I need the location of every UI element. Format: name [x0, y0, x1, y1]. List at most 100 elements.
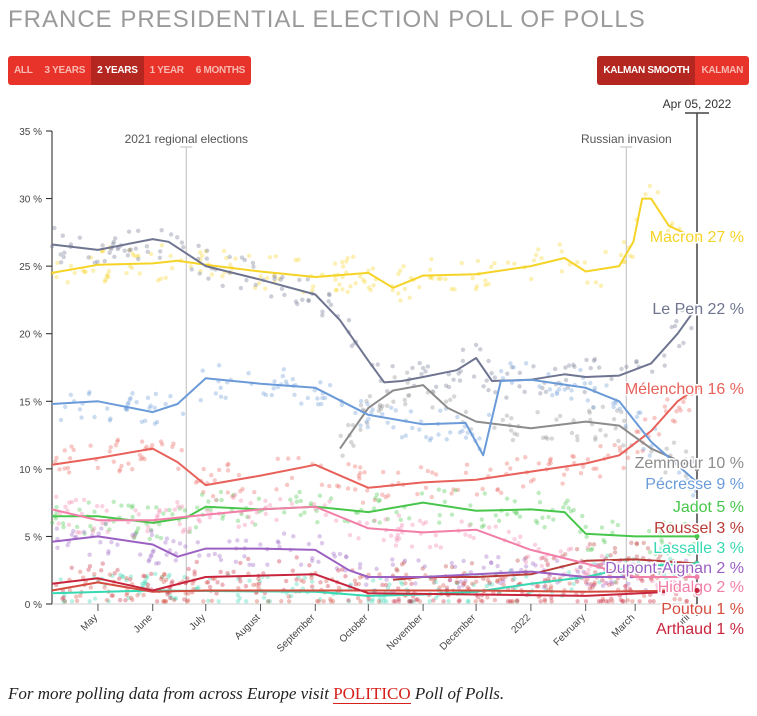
poll-dot	[237, 596, 242, 601]
poll-dot	[146, 559, 151, 564]
poll-dot	[433, 532, 438, 538]
poll-dot	[390, 363, 395, 369]
range-button-2-years[interactable]: 2 YEARS	[91, 56, 144, 85]
poll-dot	[381, 599, 387, 604]
poll-dot	[309, 584, 315, 589]
poll-dot	[437, 513, 442, 518]
poll-dot	[532, 542, 538, 548]
series-line-hidalgo	[51, 505, 697, 578]
range-button-all[interactable]: ALL	[14, 65, 33, 76]
poll-dot	[571, 454, 577, 459]
poll-dot	[536, 584, 541, 589]
poll-dot	[662, 404, 668, 409]
poll-dot	[145, 249, 150, 254]
kalman-smooth-button[interactable]: KALMAN SMOOTH	[597, 56, 696, 85]
poll-dot	[181, 245, 186, 250]
poll-dot	[463, 470, 469, 476]
poll-dot	[143, 581, 148, 586]
poll-dot	[158, 535, 164, 541]
poll-dot	[290, 568, 296, 573]
poll-dot	[216, 467, 222, 473]
poll-dot	[401, 264, 406, 269]
poll-dot	[233, 256, 238, 261]
poll-dot	[484, 378, 489, 383]
poll-dot	[395, 568, 400, 573]
poll-dot	[74, 598, 80, 604]
poll-dot	[622, 259, 628, 264]
poll-dot	[559, 249, 564, 254]
politico-link[interactable]: POLITICO	[333, 684, 411, 704]
poll-dot	[243, 583, 249, 589]
poll-dot	[296, 455, 301, 461]
poll-dot	[418, 419, 424, 424]
poll-dot	[636, 560, 641, 566]
poll-dot	[449, 560, 454, 566]
poll-dot	[242, 554, 247, 559]
poll-dot	[90, 527, 95, 532]
poll-dot	[498, 580, 503, 586]
poll-dot	[668, 556, 673, 562]
poll-dot	[653, 551, 658, 557]
poll-dot	[667, 542, 672, 547]
poll-dot	[275, 456, 280, 462]
poll-dot	[148, 403, 153, 408]
poll-dot	[238, 285, 244, 291]
poll-dot	[542, 524, 547, 530]
poll-dot	[536, 490, 541, 496]
poll-dot	[514, 599, 519, 604]
poll-dot	[142, 456, 147, 462]
poll-dot	[393, 543, 399, 548]
poll-dot	[546, 514, 551, 520]
series-end-dot	[694, 304, 700, 310]
poll-dot	[459, 519, 464, 524]
poll-dot	[470, 275, 475, 281]
poll-dot	[372, 518, 378, 523]
poll-dot	[617, 406, 622, 411]
poll-dot	[407, 295, 412, 300]
kalman-button[interactable]: KALMAN	[701, 65, 743, 76]
poll-dot	[69, 532, 75, 537]
poll-dot	[543, 389, 549, 395]
poll-dot	[206, 598, 211, 604]
poll-dot	[466, 599, 471, 604]
poll-dot	[512, 537, 517, 542]
poll-dot	[620, 443, 626, 448]
poll-dot	[574, 567, 579, 573]
poll-dot	[79, 511, 85, 517]
poll-dot	[510, 577, 515, 583]
poll-dot	[575, 569, 581, 575]
poll-dot	[65, 542, 70, 548]
poll-dot	[402, 286, 408, 292]
range-button-3-years[interactable]: 3 YEARS	[44, 65, 86, 76]
poll-dot	[393, 599, 398, 604]
poll-dot	[394, 535, 399, 541]
poll-dot	[327, 499, 332, 504]
poll-dot	[314, 508, 319, 513]
poll-dot	[154, 599, 160, 604]
poll-dot	[364, 419, 369, 424]
poll-dot	[189, 267, 194, 272]
poll-dot	[337, 282, 342, 287]
range-button-1-year[interactable]: 1 YEAR	[149, 65, 184, 76]
poll-dot	[390, 562, 396, 567]
poll-dot	[198, 250, 203, 255]
poll-dot	[582, 381, 588, 386]
poll-dot	[243, 599, 249, 604]
poll-dot	[483, 282, 488, 288]
poll-dot	[155, 278, 161, 283]
poll-dot	[525, 554, 531, 559]
poll-dot	[549, 595, 554, 601]
poll-dot	[645, 546, 651, 551]
x-tick-label: August	[233, 612, 263, 642]
poll-dot	[687, 526, 693, 532]
poll-dot	[569, 587, 574, 592]
range-button-6-months[interactable]: 6 MONTHS	[195, 65, 246, 76]
poll-dot	[362, 279, 367, 285]
poll-dot	[461, 558, 466, 564]
y-tick-label: 0 %	[25, 600, 42, 611]
poll-dot	[134, 399, 139, 405]
poll-dot	[403, 433, 408, 438]
poll-dot	[265, 599, 271, 604]
poll-dot	[144, 575, 149, 581]
poll-dot	[358, 427, 363, 432]
